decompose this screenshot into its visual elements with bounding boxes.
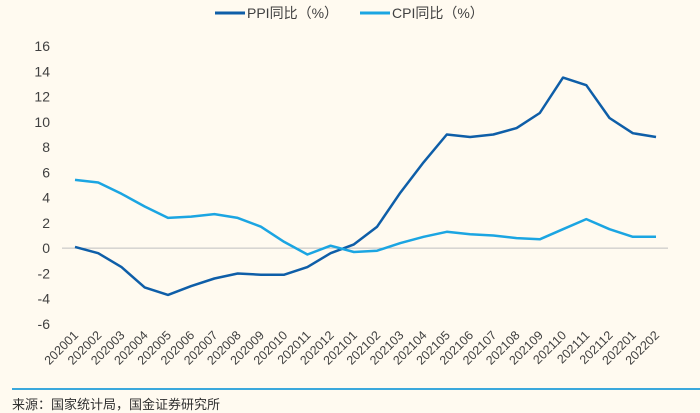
series-line-cpi xyxy=(74,178,656,256)
y-tick-label: -2 xyxy=(38,265,51,281)
y-tick-label: 4 xyxy=(42,190,50,206)
y-tick-label: -6 xyxy=(38,316,51,332)
y-tick-label: 6 xyxy=(42,164,50,180)
line-chart: -6-4-20246810121416202001202002202003202… xyxy=(34,5,668,368)
separator-line xyxy=(12,388,700,390)
y-tick-label: 8 xyxy=(42,139,50,155)
y-tick-label: 16 xyxy=(34,38,50,54)
legend-label: PPI同比（%） xyxy=(247,5,338,21)
y-tick-label: 12 xyxy=(34,89,50,105)
y-tick-label: 10 xyxy=(34,114,50,130)
y-tick-label: -4 xyxy=(38,291,51,307)
y-tick-label: 0 xyxy=(42,240,50,256)
series-line-ppi xyxy=(74,76,657,297)
y-tick-label: 14 xyxy=(34,63,50,79)
legend-label: CPI同比（%） xyxy=(392,5,484,21)
y-tick-label: 2 xyxy=(42,215,50,231)
source-note: 来源：国家统计局，国金证券研究所 xyxy=(12,398,221,413)
